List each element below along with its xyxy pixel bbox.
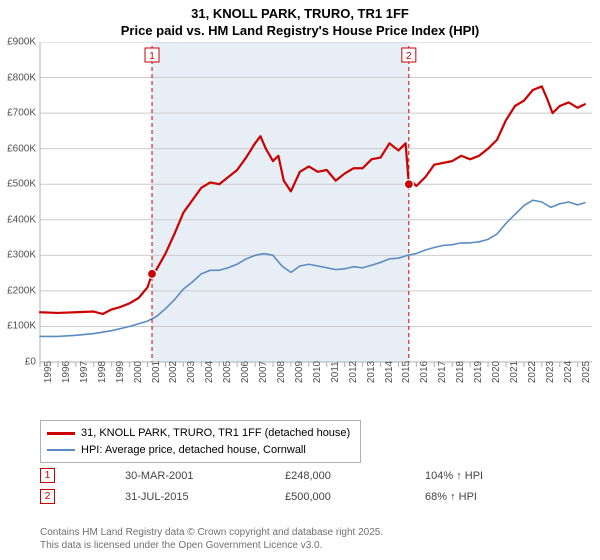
ytick-label: £300K (0, 250, 36, 261)
attribution-line-2: This data is licensed under the Open Gov… (40, 539, 383, 552)
chart-svg: 12 (0, 42, 600, 412)
xtick-label: 2018 (455, 361, 466, 383)
ytick-label: £800K (0, 72, 36, 83)
xtick-label: 2008 (276, 361, 287, 383)
xtick-label: 2000 (133, 361, 144, 383)
xtick-label: 2023 (545, 361, 556, 383)
chart-container: 31, KNOLL PARK, TRURO, TR1 1FF Price pai… (0, 0, 600, 560)
sale-marker-number: 1 (149, 51, 155, 62)
ytick-label: £700K (0, 108, 36, 119)
xtick-label: 2003 (186, 361, 197, 383)
xtick-label: 2021 (509, 361, 520, 383)
sale-row: 2 31-JUL-2015 £500,000 68% ↑ HPI (40, 489, 483, 504)
xtick-label: 2013 (366, 361, 377, 383)
sale-row-price: £248,000 (285, 470, 375, 482)
sale-row-delta: 104% ↑ HPI (425, 470, 483, 482)
xtick-label: 2001 (151, 361, 162, 383)
xtick-label: 1995 (43, 361, 54, 383)
xtick-label: 2011 (330, 361, 341, 383)
title-line-1: 31, KNOLL PARK, TRURO, TR1 1FF (0, 6, 600, 23)
legend-swatch (47, 432, 75, 435)
attribution-line-1: Contains HM Land Registry data © Crown c… (40, 526, 383, 539)
xtick-label: 2024 (563, 361, 574, 383)
sale-row-price: £500,000 (285, 491, 375, 503)
ytick-label: £0 (0, 357, 36, 368)
xtick-label: 2006 (240, 361, 251, 383)
xtick-label: 1997 (79, 361, 90, 383)
xtick-label: 2009 (294, 361, 305, 383)
sale-row-date: 30-MAR-2001 (125, 470, 235, 482)
xtick-label: 2014 (384, 361, 395, 383)
xtick-label: 2015 (401, 361, 412, 383)
xtick-label: 1999 (115, 361, 126, 383)
sale-row-badge: 1 (40, 468, 55, 483)
chart-title: 31, KNOLL PARK, TRURO, TR1 1FF Price pai… (0, 0, 600, 40)
sale-row-date: 31-JUL-2015 (125, 491, 235, 503)
sale-marker-number: 2 (406, 51, 412, 62)
legend-label: 31, KNOLL PARK, TRURO, TR1 1FF (detached… (81, 425, 350, 442)
xtick-label: 2025 (581, 361, 592, 383)
sale-markers-table: 1 30-MAR-2001 £248,000 104% ↑ HPI 2 31-JUL-20… (40, 468, 483, 510)
xtick-label: 2010 (312, 361, 323, 383)
sale-marker-dot (404, 180, 413, 189)
xtick-label: 2005 (222, 361, 233, 383)
xtick-label: 2019 (473, 361, 484, 383)
xtick-label: 2016 (419, 361, 430, 383)
legend-item: 31, KNOLL PARK, TRURO, TR1 1FF (detached… (47, 425, 350, 442)
xtick-label: 2022 (527, 361, 538, 383)
ytick-label: £900K (0, 37, 36, 48)
xtick-label: 2004 (204, 361, 215, 383)
xtick-label: 2002 (168, 361, 179, 383)
ytick-label: £400K (0, 214, 36, 225)
xtick-label: 1996 (61, 361, 72, 383)
sale-row-badge: 2 (40, 489, 55, 504)
ytick-label: £100K (0, 321, 36, 332)
sale-row-delta: 68% ↑ HPI (425, 491, 477, 503)
legend-label: HPI: Average price, detached house, Corn… (81, 442, 306, 459)
attribution: Contains HM Land Registry data © Crown c… (40, 526, 383, 552)
xtick-label: 2017 (437, 361, 448, 383)
xtick-label: 2007 (258, 361, 269, 383)
sale-row: 1 30-MAR-2001 £248,000 104% ↑ HPI (40, 468, 483, 483)
ytick-label: £200K (0, 285, 36, 296)
chart-area: 12 £0£100K£200K£300K£400K£500K£600K£700K… (0, 42, 600, 412)
legend-swatch (47, 449, 75, 451)
xtick-label: 1998 (97, 361, 108, 383)
sale-marker-dot (148, 269, 157, 278)
legend: 31, KNOLL PARK, TRURO, TR1 1FF (detached… (40, 420, 361, 463)
legend-item: HPI: Average price, detached house, Corn… (47, 442, 350, 459)
ytick-label: £600K (0, 143, 36, 154)
ytick-label: £500K (0, 179, 36, 190)
xtick-label: 2020 (491, 361, 502, 383)
title-line-2: Price paid vs. HM Land Registry's House … (0, 23, 600, 40)
xtick-label: 2012 (348, 361, 359, 383)
